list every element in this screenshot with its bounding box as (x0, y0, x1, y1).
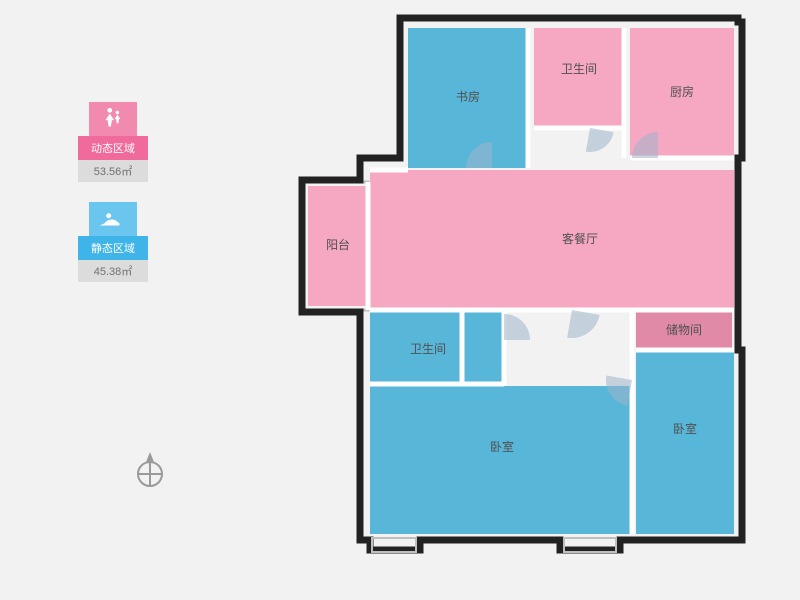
room-label: 卫生间 (410, 342, 446, 356)
legend: 动态区域 53.56㎡ 静态区域 45.38㎡ (78, 102, 148, 302)
room-客餐厅 (370, 170, 734, 310)
room-卫生间 (534, 28, 624, 128)
room-label: 卫生间 (561, 62, 597, 76)
room-label: 客餐厅 (562, 231, 598, 246)
room-area (464, 312, 504, 384)
legend-static-value: 45.38㎡ (78, 260, 148, 282)
floor-plan: 书房卫生间厨房客餐厅阳台储物间卧室卫生间卧室 (280, 10, 760, 570)
active-icon (89, 102, 137, 136)
room-label: 厨房 (670, 84, 694, 99)
room-卧室 (370, 386, 630, 534)
rest-icon (89, 202, 137, 236)
room-label: 卧室 (490, 439, 514, 454)
door-arc (504, 314, 530, 340)
legend-dynamic-label: 动态区域 (78, 136, 148, 160)
legend-dynamic: 动态区域 53.56㎡ (78, 102, 148, 182)
room-label: 书房 (456, 89, 480, 104)
legend-dynamic-value: 53.56㎡ (78, 160, 148, 182)
compass-icon (132, 450, 168, 495)
room-卧室 (636, 352, 734, 534)
legend-static: 静态区域 45.38㎡ (78, 202, 148, 282)
room-label: 阳台 (326, 237, 350, 252)
floor-plan-svg: 书房卫生间厨房客餐厅阳台储物间卧室卫生间卧室 (280, 10, 760, 570)
door-arc (586, 128, 614, 152)
room-label: 卧室 (673, 421, 697, 436)
legend-static-label: 静态区域 (78, 236, 148, 260)
room-label: 储物间 (666, 322, 702, 337)
door-arc (567, 310, 599, 338)
